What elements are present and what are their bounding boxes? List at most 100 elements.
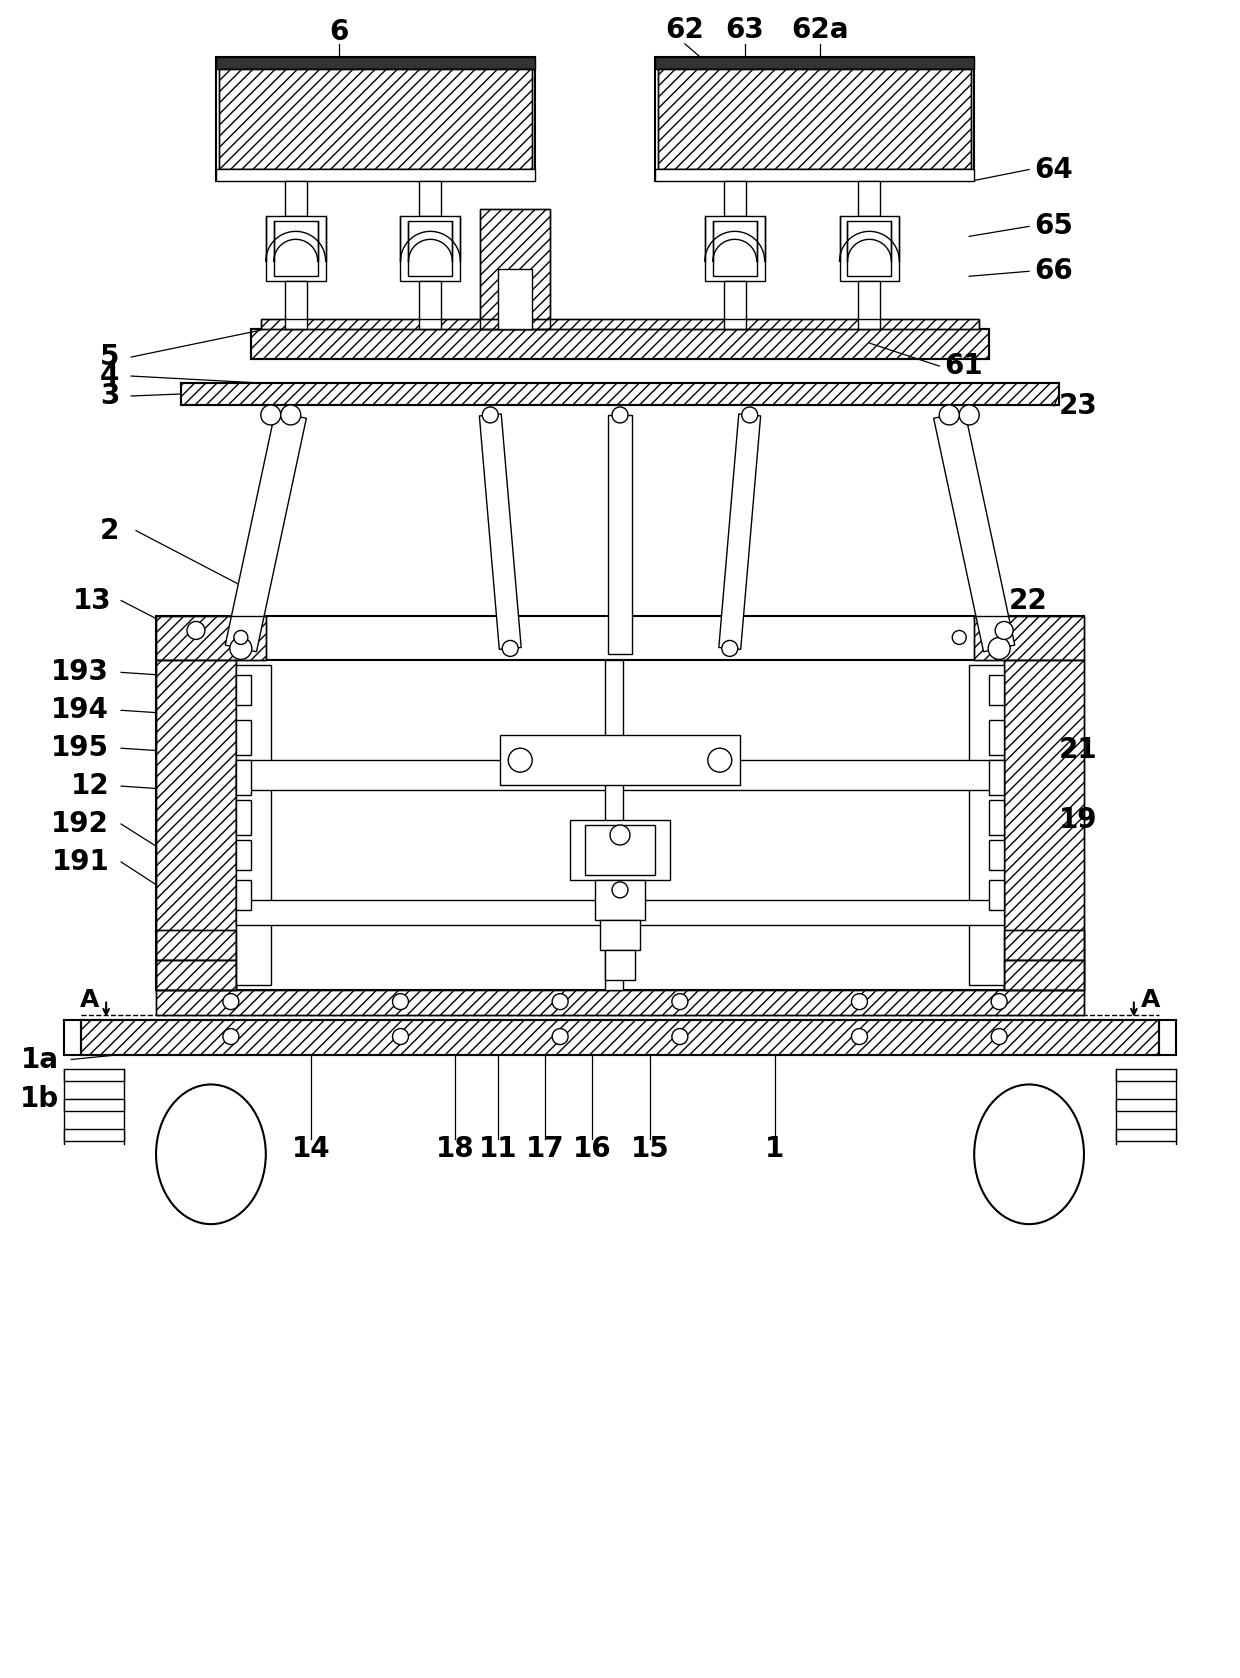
Bar [990,879,1004,909]
Bar [216,57,536,181]
Bar [250,329,990,359]
Text: 5: 5 [99,342,119,371]
Text: 62: 62 [666,15,704,44]
Circle shape [610,826,630,846]
Bar [1004,960,1084,990]
Bar [260,319,980,329]
Bar [64,1069,124,1081]
Bar [570,821,670,879]
Text: 191: 191 [51,847,109,876]
Ellipse shape [156,1084,265,1225]
Bar [990,841,1004,869]
Bar [265,216,326,282]
Circle shape [552,993,568,1010]
Bar [600,920,640,950]
Bar [181,383,1059,404]
Bar [655,57,975,181]
Circle shape [482,408,498,423]
Circle shape [393,993,408,1010]
Text: 192: 192 [51,810,109,837]
Circle shape [852,1029,868,1044]
Text: 18: 18 [436,1136,475,1163]
Text: 65: 65 [1034,213,1073,240]
Bar [64,1129,124,1141]
Circle shape [260,404,280,425]
Bar [236,760,1004,790]
Bar [81,1020,1159,1054]
Bar [156,990,1084,1015]
Bar [724,282,745,329]
Bar [219,69,532,168]
Text: 6: 6 [329,18,348,45]
Bar [236,675,250,705]
Bar [156,930,236,960]
Bar [704,216,765,282]
Bar [990,675,1004,705]
Bar [236,720,250,755]
Bar [858,282,880,329]
Bar [970,666,1004,985]
Circle shape [229,638,252,659]
Circle shape [502,641,518,656]
Bar [401,216,460,282]
Bar [250,329,990,359]
Bar [990,800,1004,836]
Text: 13: 13 [72,587,112,614]
Bar [498,268,532,329]
Text: 23: 23 [1059,393,1097,420]
Text: 193: 193 [51,658,109,686]
Bar [260,319,980,329]
Bar [1116,1099,1176,1111]
Text: A: A [79,988,99,1012]
Bar [181,383,1059,404]
Circle shape [552,1029,568,1044]
Bar [713,221,756,277]
Bar [605,950,635,980]
Text: 63: 63 [725,15,764,44]
Bar [1116,1069,1176,1081]
Bar [236,760,250,795]
Bar [156,990,1084,1015]
Bar [216,168,536,181]
Bar [419,181,441,216]
Bar [219,69,532,168]
Text: 2: 2 [99,517,119,545]
Circle shape [722,641,738,656]
Bar [64,1099,124,1111]
Polygon shape [934,411,1014,651]
Bar [858,181,880,216]
Text: A: A [1141,988,1161,1012]
Text: 16: 16 [573,1136,611,1163]
Bar [81,1020,1159,1054]
Bar [990,760,1004,795]
Bar [480,210,551,329]
Bar [990,720,1004,755]
Text: 1b: 1b [20,1086,60,1114]
Bar [236,800,250,836]
Text: 22: 22 [1009,587,1048,614]
Text: 15: 15 [631,1136,670,1163]
Bar [975,616,1084,661]
Bar [655,57,975,69]
Text: 1a: 1a [21,1045,60,1074]
Bar [605,661,622,990]
Bar [156,960,236,990]
Circle shape [280,404,301,425]
Circle shape [187,621,205,639]
Bar [236,879,250,909]
Circle shape [991,993,1007,1010]
Circle shape [613,408,627,423]
Bar [480,210,551,329]
Bar [285,282,306,329]
Bar [408,221,453,277]
Text: 4: 4 [99,362,119,389]
Bar [500,735,740,785]
Bar [1004,930,1084,960]
Circle shape [852,993,868,1010]
Bar [274,221,317,277]
Circle shape [223,993,239,1010]
Circle shape [952,631,966,644]
Ellipse shape [975,1084,1084,1225]
Polygon shape [480,414,521,649]
Circle shape [223,1029,239,1044]
